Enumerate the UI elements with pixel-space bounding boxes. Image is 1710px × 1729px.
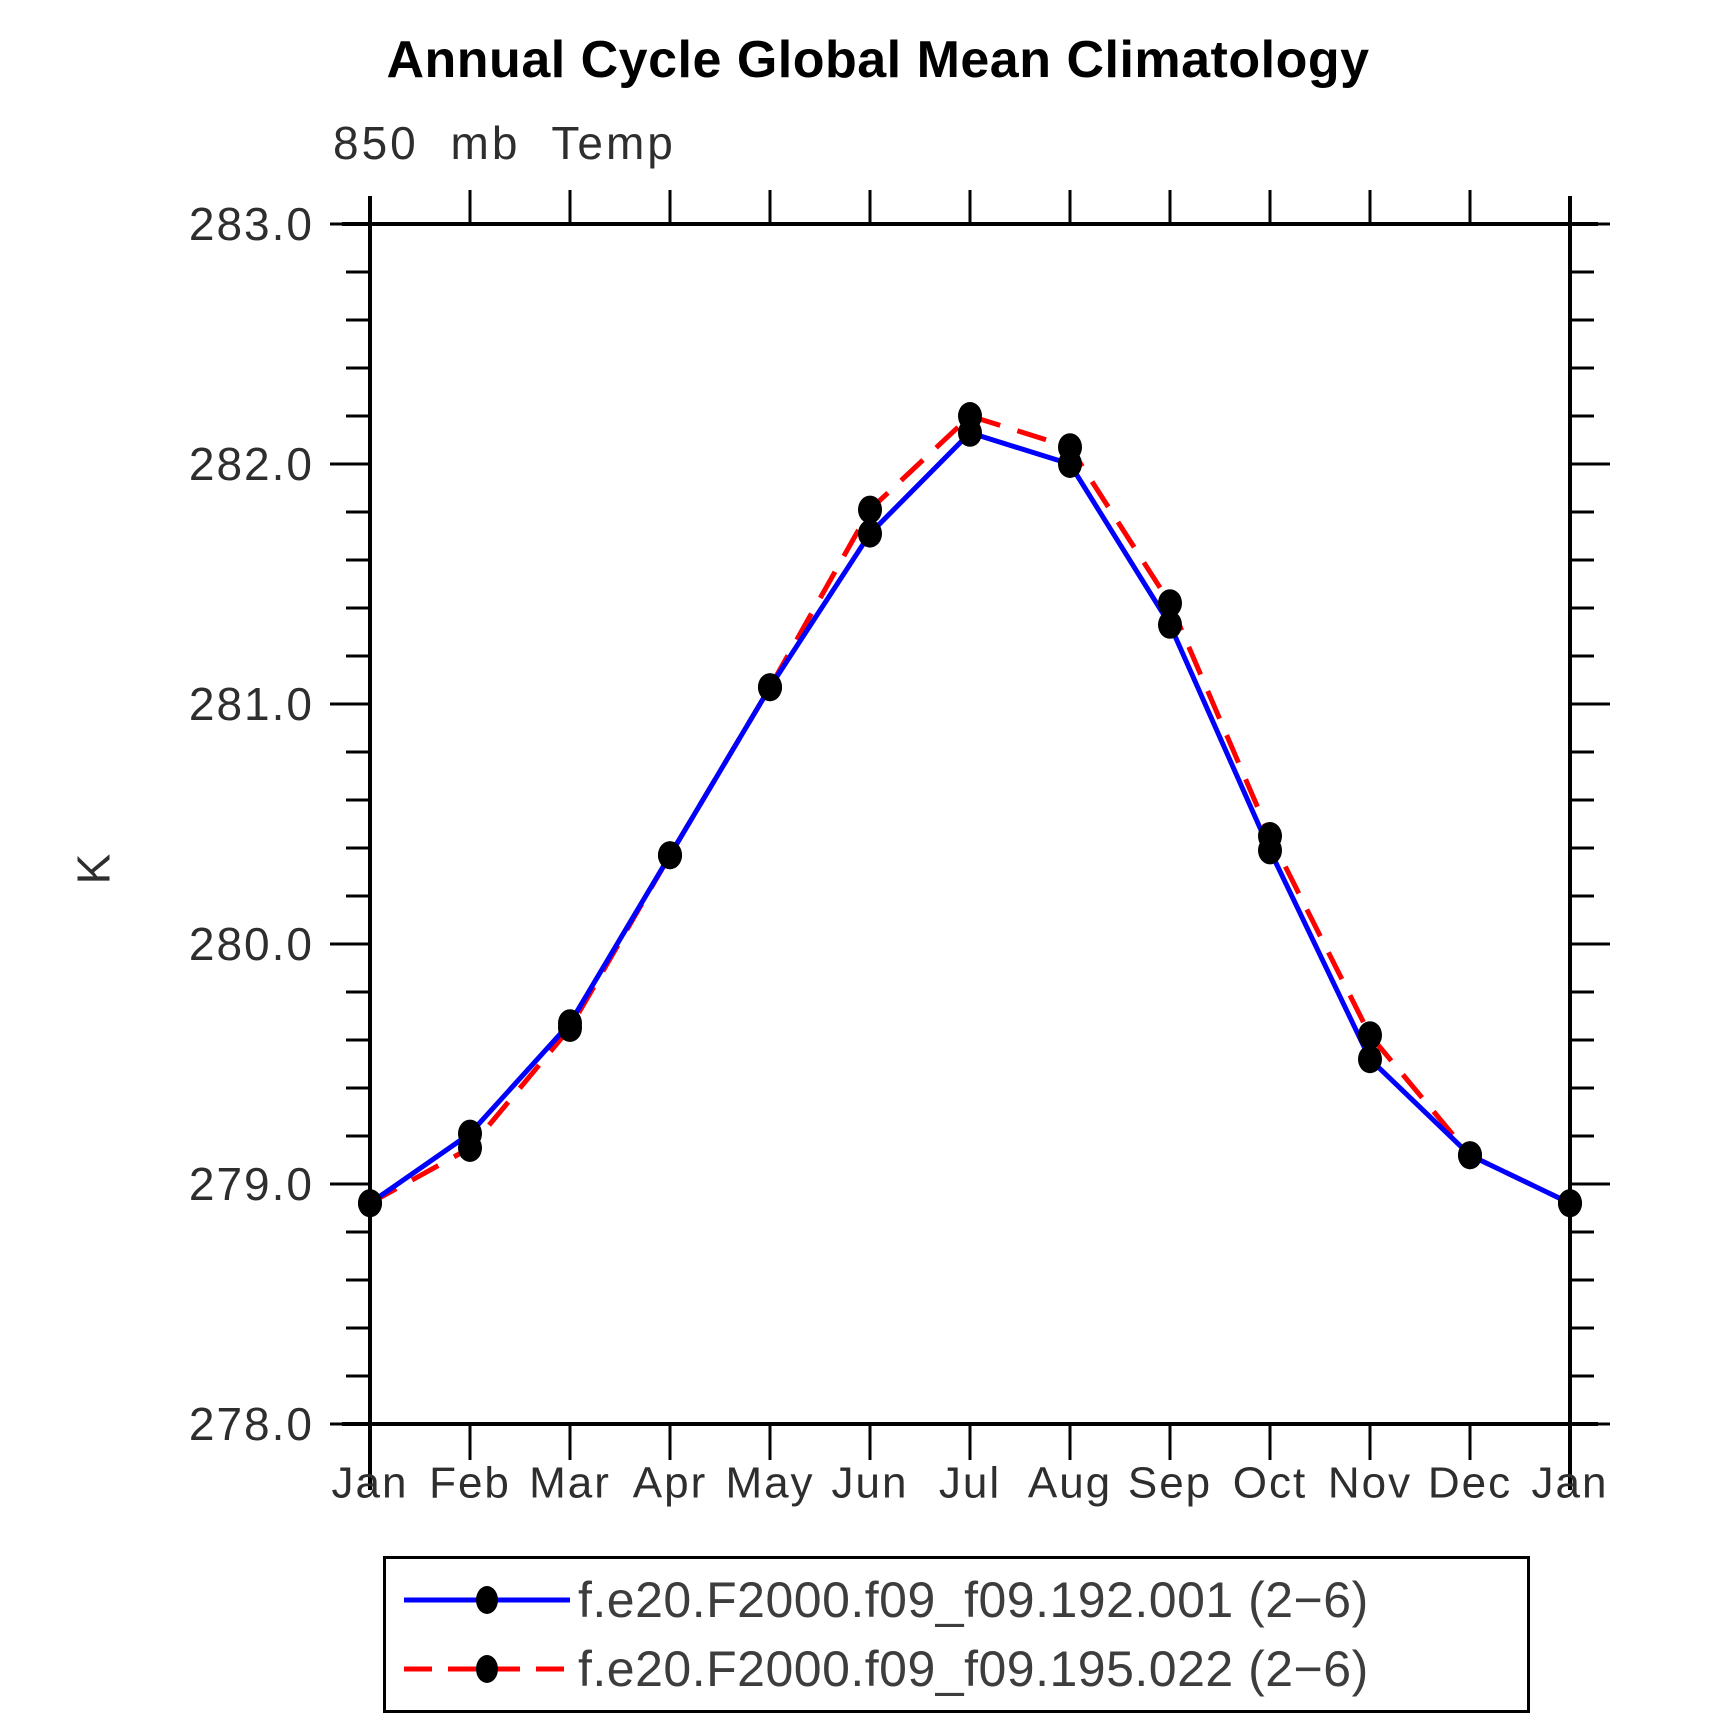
legend: f.e20.F2000.f09_f09.192.001 (2−6) f.e20.… (383, 1556, 1530, 1713)
data-point-marker (658, 841, 682, 870)
legend-item-195-022: f.e20.F2000.f09_f09.195.022 (2−6) (400, 1638, 1527, 1700)
data-point-marker (1258, 822, 1282, 850)
x-tick-label: Sep (1128, 1458, 1212, 1507)
y-tick-label: 278.0 (189, 1398, 314, 1450)
legend-sample-red-dashed-line (404, 1655, 570, 1684)
x-tick-label: Mar (529, 1458, 611, 1507)
data-point-marker (1558, 1189, 1582, 1218)
x-tick-label: May (725, 1458, 814, 1507)
data-point-marker (958, 402, 982, 430)
data-point-marker (1358, 1045, 1382, 1074)
legend-marker-dot (476, 1585, 498, 1614)
x-tick-label: Jan (1532, 1458, 1609, 1507)
y-tick-label: 283.0 (189, 198, 314, 250)
data-point-marker (1458, 1141, 1482, 1170)
y-tick-label: 281.0 (189, 678, 314, 730)
x-tick-label: Jun (832, 1458, 909, 1507)
data-point-marker (1158, 610, 1182, 639)
data-point-marker (558, 1014, 582, 1042)
series-line-195-022 (368, 413, 1572, 1206)
x-tick-label: Jan (332, 1458, 409, 1507)
data-point-marker (1358, 1021, 1382, 1050)
x-tick-label: Apr (633, 1458, 707, 1507)
chart-title: Annual Cycle Global Mean Climatology (386, 31, 1370, 89)
legend-label-192-001: f.e20.F2000.f09_f09.192.001 (2−6) (578, 1571, 1369, 1628)
x-tick-label: Aug (1028, 1458, 1112, 1507)
legend-sample-blue-solid-line (404, 1585, 570, 1614)
x-tick-label: Oct (1233, 1458, 1307, 1507)
legend-label-195-022: f.e20.F2000.f09_f09.195.022 (2−6) (578, 1641, 1369, 1698)
y-tick-label: 280.0 (189, 918, 314, 970)
data-point-marker (858, 495, 882, 524)
y-tick-label: 282.0 (189, 438, 314, 490)
data-point-marker (1158, 589, 1182, 618)
x-tick-label: Feb (429, 1458, 511, 1507)
x-tick-label: Dec (1428, 1458, 1512, 1507)
x-tick-label: Jul (939, 1458, 1001, 1507)
legend-marker-dot (476, 1655, 498, 1684)
data-point-marker (858, 519, 882, 548)
series-line-192-001 (368, 430, 1572, 1206)
x-tick-label: Nov (1328, 1458, 1412, 1507)
plot-area: 278.0 279.0 280.0 281.0 282.0 283.0 Jan Feb Mar A… (189, 190, 1610, 1507)
data-point-marker (758, 673, 782, 702)
data-point-marker (458, 1134, 482, 1162)
y-tick-label: 279.0 (189, 1158, 314, 1210)
data-point-marker (358, 1189, 382, 1218)
legend-item-192-001: f.e20.F2000.f09_f09.192.001 (2−6) (400, 1569, 1527, 1631)
data-point-marker (1058, 433, 1082, 462)
chart-subtitle: 850 mb Temp (333, 117, 676, 169)
